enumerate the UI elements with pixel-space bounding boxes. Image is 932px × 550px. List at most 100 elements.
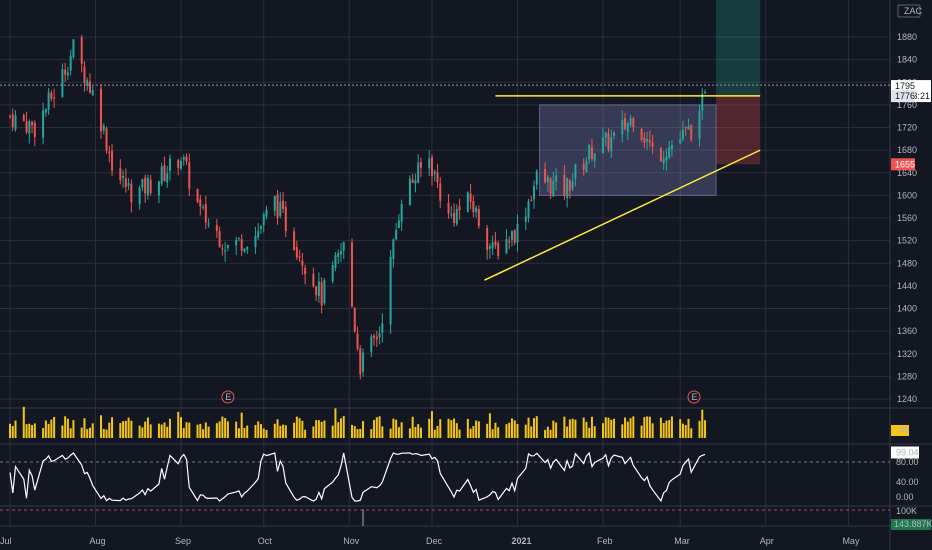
candle-body <box>259 226 262 229</box>
volume-bar <box>450 420 453 438</box>
candle-body <box>22 115 25 122</box>
price-tick-label: 1240 <box>897 394 917 404</box>
volume-bar <box>188 422 191 438</box>
candle-body <box>254 235 257 248</box>
volume-bar <box>544 429 547 438</box>
candle-body <box>607 133 610 150</box>
volume-bar <box>69 428 72 438</box>
volume-bar <box>469 428 472 438</box>
time-tick-label: Aug <box>90 536 106 546</box>
stop-price-tag-bg <box>891 158 915 171</box>
candle-body <box>111 150 114 171</box>
volume-bar <box>111 417 114 438</box>
volume-bar <box>533 418 536 438</box>
volume-bar <box>235 421 238 438</box>
candle-body <box>533 186 536 200</box>
candle-body <box>455 208 458 225</box>
volume-bar <box>127 417 130 438</box>
volume-bar <box>497 427 500 438</box>
volume-bar <box>257 421 260 438</box>
candle-body <box>670 144 673 150</box>
candle-body <box>25 121 28 133</box>
candle-body <box>497 243 500 256</box>
candle-body <box>246 247 249 250</box>
candle-body <box>513 230 516 243</box>
volume-bar <box>488 413 491 438</box>
candle-body <box>119 168 122 181</box>
candle-body <box>428 158 431 169</box>
earnings-marker[interactable]: E <box>221 390 235 404</box>
volume-bar <box>226 421 229 438</box>
candle-body <box>9 115 11 117</box>
volume-bar <box>563 416 566 438</box>
volume-bar <box>202 429 205 438</box>
candle-body <box>582 163 585 170</box>
candle-body <box>486 227 489 250</box>
price-tick-label: 1840 <box>897 55 917 65</box>
volume-bar <box>704 420 707 438</box>
volume-bar <box>64 416 67 438</box>
volume-bar <box>334 408 337 438</box>
volume-bar <box>88 427 91 438</box>
candle-body <box>72 39 75 58</box>
volume-bar <box>590 416 593 438</box>
candle-body <box>359 348 362 375</box>
volume-bar <box>585 421 588 438</box>
target-price-tag-text: 1776 <box>895 91 915 101</box>
volume-bar <box>687 418 690 438</box>
candle-body <box>243 248 246 252</box>
volume-bar <box>601 423 604 438</box>
candle-body <box>166 173 169 183</box>
symbol-badge[interactable]: ZAC <box>897 4 923 18</box>
time-tick-label: May <box>842 536 860 546</box>
volume-bar <box>640 425 643 438</box>
trendline-support[interactable] <box>484 149 761 281</box>
volume-bar <box>31 425 34 438</box>
volume-bar <box>574 419 577 438</box>
volume-bar <box>535 416 538 438</box>
volume-bar <box>182 428 185 438</box>
candle-body <box>698 110 701 139</box>
volume-bar <box>124 420 127 438</box>
volume-bar <box>568 419 571 438</box>
volume-bar <box>690 428 693 438</box>
candle-body <box>295 247 298 258</box>
stoch-tick-label: 80.00 <box>896 457 919 467</box>
volume-bar <box>66 418 69 438</box>
candle-body <box>144 177 147 194</box>
volume-bar <box>439 419 442 438</box>
bottom-pane-tag-text: 143.887K <box>894 519 932 529</box>
volume-bar <box>80 427 83 438</box>
volume-bar <box>362 421 365 438</box>
candle-body <box>356 333 359 349</box>
candle-body <box>31 122 34 126</box>
volume-bar <box>373 420 376 438</box>
candle-body <box>621 119 624 135</box>
volume-bar <box>122 421 125 438</box>
volume-bar <box>339 418 342 438</box>
candle-body <box>392 239 395 259</box>
price-tick-label: 1720 <box>897 123 917 133</box>
volume-bar <box>458 429 461 438</box>
volume-bar <box>513 420 516 438</box>
earnings-marker[interactable]: E <box>687 390 701 404</box>
volume-bar <box>44 420 47 438</box>
earnings-marker-circle <box>221 390 235 404</box>
volume-bar <box>218 421 221 438</box>
volume-bar <box>108 422 111 438</box>
volume-bar <box>546 426 549 438</box>
candle-body <box>604 132 607 138</box>
candle-body <box>505 239 508 254</box>
volume-bar <box>351 424 353 438</box>
candle-body <box>662 158 665 164</box>
volume-bar <box>530 426 533 438</box>
volume-bar <box>331 425 334 438</box>
candle-body <box>100 88 103 132</box>
volume-bar <box>144 421 147 438</box>
volume-bar <box>436 425 439 438</box>
volume-bar <box>276 419 279 438</box>
candle-body <box>566 177 569 198</box>
volume-bar <box>237 428 240 438</box>
volume-bar <box>472 426 475 438</box>
